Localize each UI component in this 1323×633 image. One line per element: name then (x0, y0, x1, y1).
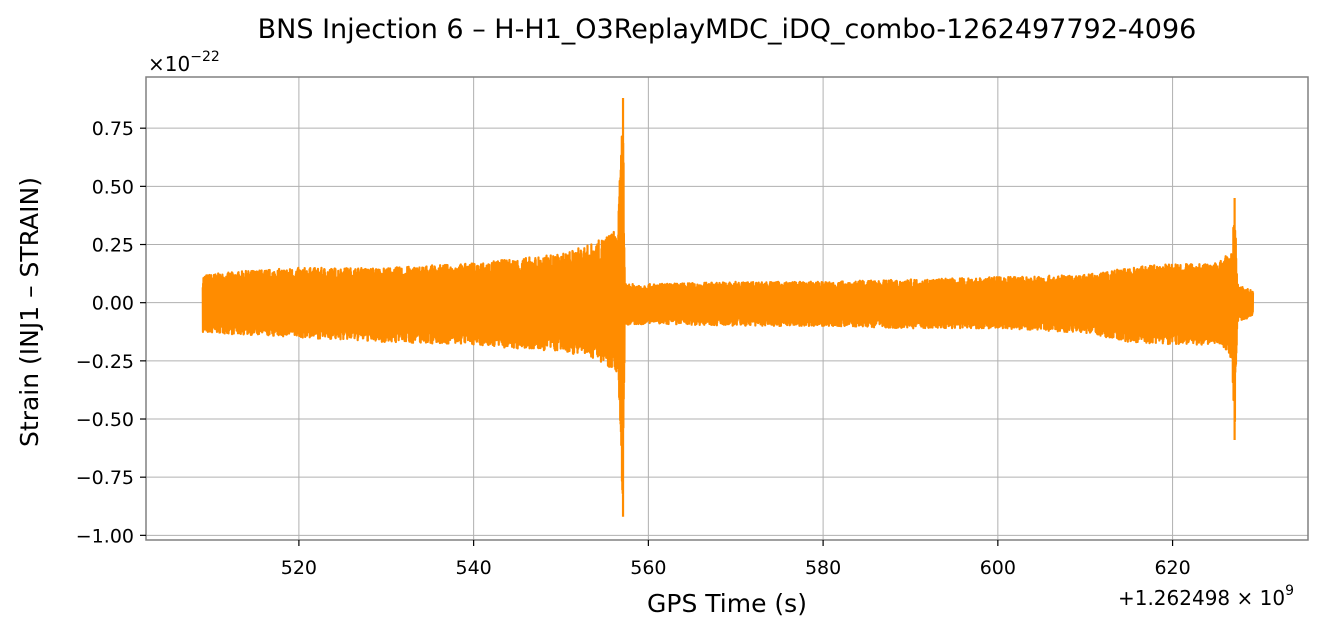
x-tick-label: 560 (630, 557, 666, 579)
y-tick-label: 0.25 (92, 235, 134, 257)
y-tick-label: −0.75 (76, 467, 134, 489)
x-tick-label: 540 (455, 557, 491, 579)
y-tick-label: −0.25 (76, 351, 134, 373)
y-tick-label: 0.00 (92, 293, 134, 315)
y-tick-label: −0.50 (76, 409, 134, 431)
y-tick-label: −1.00 (76, 525, 134, 547)
x-tick-label: 620 (1154, 557, 1190, 579)
strain-series-line (201, 97, 1255, 517)
y-multiplier-label: ×10−22 (148, 49, 220, 76)
y-tick-label: 0.75 (92, 118, 134, 140)
ticks: 520 540 560 580 600 620 0.75 0.50 0.25 0.00 −0.25 −… (76, 118, 1191, 579)
y-axis-title: Strain (INJ1 – STRAIN) (15, 177, 44, 447)
chart-title: BNS Injection 6 – H-H1_O3ReplayMDC_iDQ_c… (258, 14, 1197, 45)
x-tick-label: 600 (980, 557, 1016, 579)
y-tick-label: 0.50 (92, 176, 134, 198)
x-axis-title: GPS Time (s) (647, 589, 807, 618)
x-tick-label: 580 (805, 557, 841, 579)
series-layer (201, 97, 1255, 517)
x-offset-label: +1.262498 × 109 (1118, 583, 1294, 610)
plot-frame (145, 76, 1309, 541)
x-tick-label: 520 (281, 557, 317, 579)
